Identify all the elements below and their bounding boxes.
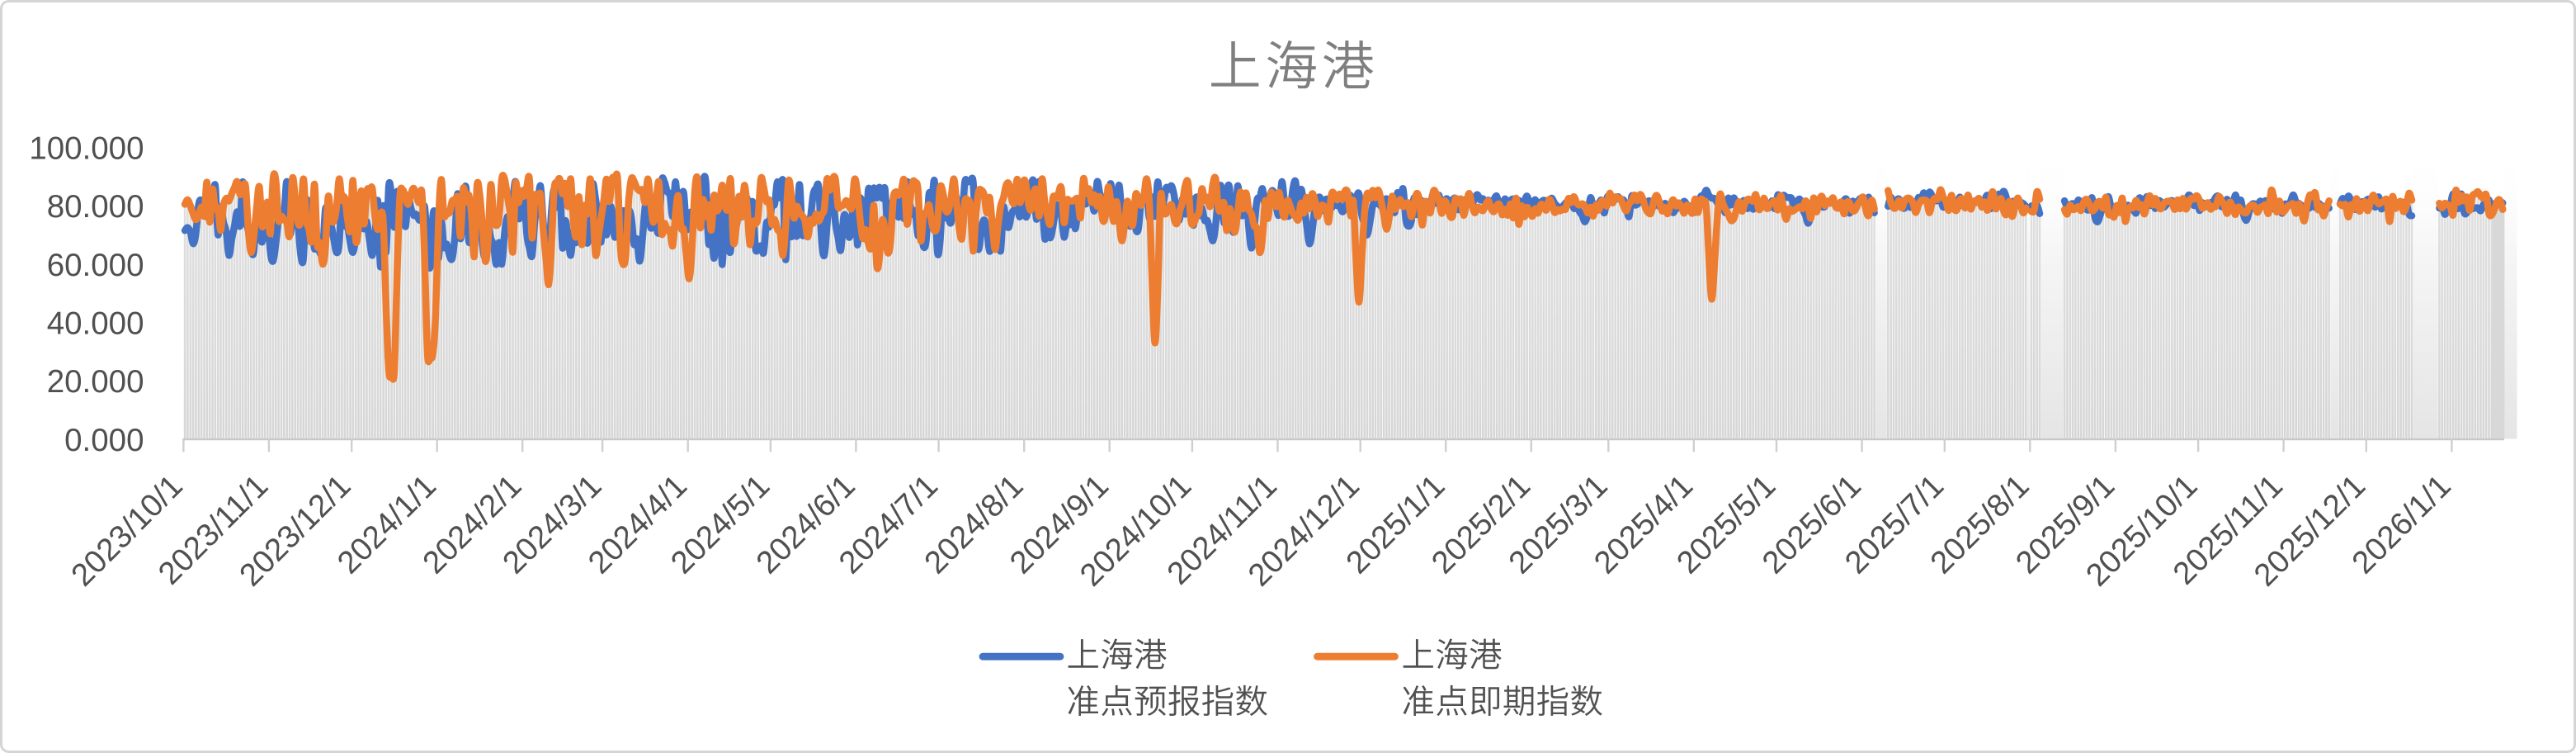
svg-text:40.000: 40.000 [47, 306, 144, 342]
svg-text:20.000: 20.000 [47, 364, 144, 400]
svg-text:60.000: 60.000 [47, 248, 144, 283]
svg-text:80.000: 80.000 [47, 189, 144, 225]
svg-text:100.000: 100.000 [29, 131, 144, 167]
svg-text:0.000: 0.000 [64, 423, 144, 458]
